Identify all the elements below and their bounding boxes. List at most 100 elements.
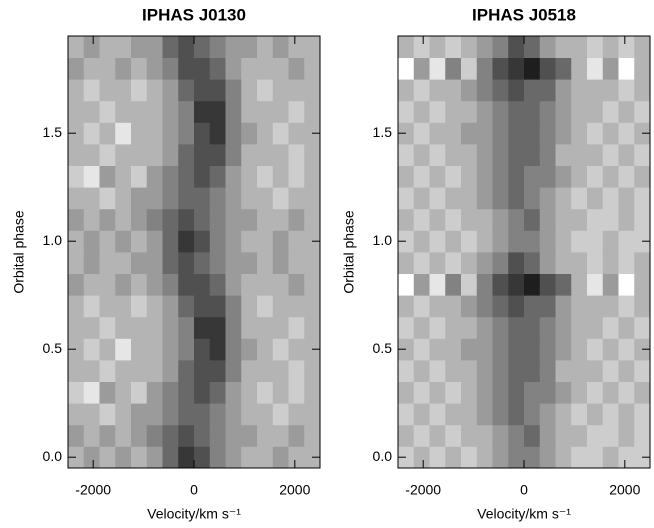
cell (429, 57, 446, 80)
cell (429, 295, 446, 318)
cell (461, 403, 478, 426)
cell (524, 100, 541, 123)
cell (304, 273, 321, 296)
y-tick-label: 0.0 (43, 448, 63, 464)
cell (555, 144, 572, 166)
cell (146, 381, 163, 404)
cell (571, 316, 588, 339)
chart-title: IPHAS J0130 (142, 5, 246, 24)
cell (115, 36, 132, 58)
cell (304, 100, 321, 123)
cell (539, 144, 556, 166)
cell (555, 360, 572, 382)
cell (83, 295, 100, 318)
cell (131, 144, 148, 166)
cell (445, 316, 462, 339)
cell (602, 403, 619, 426)
y-tick-label: 1.0 (43, 232, 63, 248)
cell (602, 187, 619, 210)
cell (445, 79, 462, 102)
cell (162, 424, 179, 447)
cell (413, 100, 430, 123)
cell (257, 403, 274, 426)
cell (288, 273, 305, 296)
cell (618, 381, 635, 404)
cell (602, 208, 619, 231)
cell (194, 230, 211, 253)
cell (398, 187, 415, 210)
x-tick-label: -2000 (75, 482, 111, 498)
cell (508, 446, 525, 469)
cell (587, 79, 604, 102)
cell (131, 360, 148, 382)
cell (587, 36, 604, 58)
cell (99, 403, 116, 426)
cell (587, 100, 604, 123)
cell (83, 446, 100, 469)
cell (555, 79, 572, 102)
cell (194, 144, 211, 166)
cell (413, 57, 430, 80)
cell (634, 252, 651, 274)
cell (288, 424, 305, 447)
cell (571, 446, 588, 469)
cell (178, 381, 195, 404)
cell (539, 446, 556, 469)
cell (524, 165, 541, 188)
cell (272, 187, 289, 210)
cell (587, 360, 604, 382)
cell (508, 381, 525, 404)
cell (288, 100, 305, 123)
cell (209, 360, 226, 382)
cell (555, 187, 572, 210)
cell (602, 360, 619, 382)
cell (508, 316, 525, 339)
cell (398, 79, 415, 102)
cell (225, 79, 242, 102)
cell (241, 360, 258, 382)
cell (257, 79, 274, 102)
cell (539, 381, 556, 404)
cell (146, 100, 163, 123)
cell (68, 360, 85, 382)
cell (445, 273, 462, 296)
cell (178, 187, 195, 210)
cell (194, 338, 211, 361)
cell (539, 252, 556, 274)
cell (429, 100, 446, 123)
cell (162, 79, 179, 102)
cell (272, 403, 289, 426)
cell (178, 273, 195, 296)
cell (131, 57, 148, 80)
cell (413, 165, 430, 188)
heatmap (398, 36, 651, 469)
cell (68, 57, 85, 80)
cell (194, 360, 211, 382)
cell (492, 446, 509, 469)
cell (587, 230, 604, 253)
cell (68, 252, 85, 274)
cell (618, 316, 635, 339)
cell (413, 79, 430, 102)
cell (83, 338, 100, 361)
cell (115, 403, 132, 426)
cell (602, 230, 619, 253)
cell (288, 446, 305, 469)
cell (429, 122, 446, 145)
cell (162, 230, 179, 253)
cell (555, 208, 572, 231)
cell (304, 252, 321, 274)
y-axis-label: Orbital phase (11, 210, 27, 293)
cell (508, 144, 525, 166)
cell (272, 165, 289, 188)
cell (241, 252, 258, 274)
cell (508, 57, 525, 80)
cell (304, 403, 321, 426)
cell (304, 316, 321, 339)
cell (571, 381, 588, 404)
y-tick-label: 0.0 (373, 448, 393, 464)
cell (272, 230, 289, 253)
cell (476, 316, 493, 339)
x-tick-label: 2000 (609, 482, 640, 498)
cell (445, 165, 462, 188)
